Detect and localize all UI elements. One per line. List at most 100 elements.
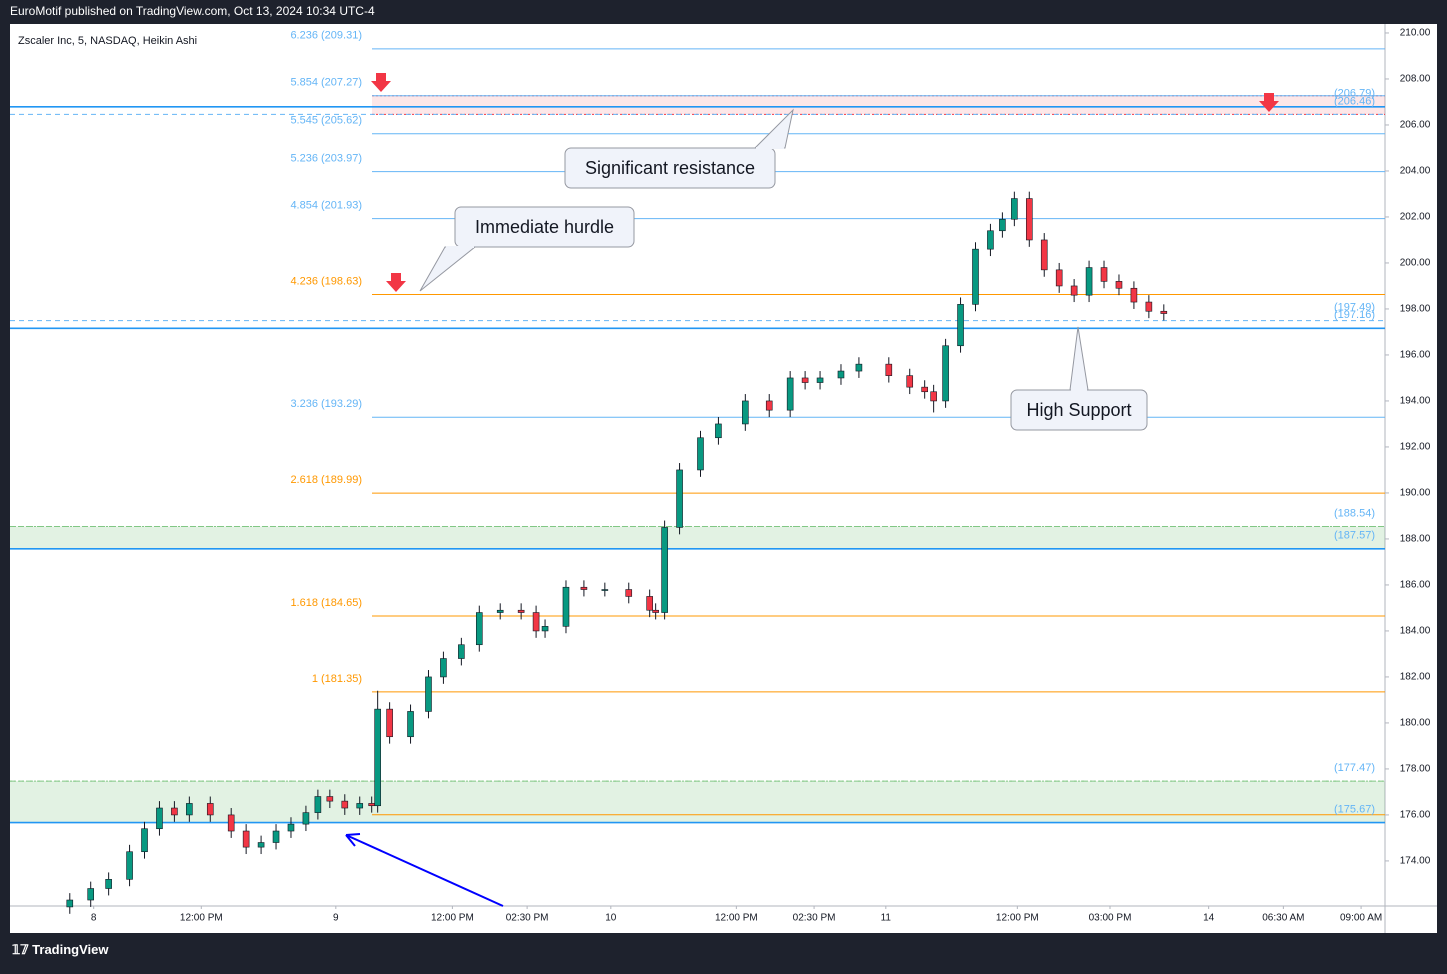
candle-body	[1055, 269, 1063, 287]
ray-label: (206.79)	[1334, 88, 1375, 100]
x-tick-label: 03:00 PM	[1089, 913, 1132, 924]
candle-body	[942, 345, 949, 402]
fib-label: 1.618 (184.65)	[290, 597, 362, 609]
fib-label: 3.236 (193.29)	[290, 398, 362, 410]
x-tick-label: 14	[1203, 913, 1215, 924]
candle-body	[601, 589, 609, 591]
fib-label: 4.236 (198.63)	[290, 275, 362, 287]
y-tick-label: 174.00	[1400, 856, 1431, 867]
candle-body	[66, 899, 74, 908]
y-tick-label: 200.00	[1400, 258, 1431, 269]
x-tick-label: 10	[605, 913, 617, 924]
candle-body	[425, 676, 432, 712]
candle-body	[314, 796, 322, 813]
candle-body	[302, 812, 310, 825]
candle-body	[765, 400, 773, 411]
red-arrow	[371, 73, 391, 92]
candle-body	[475, 612, 483, 646]
callout-text: High Support	[1026, 400, 1131, 420]
candle-body	[1070, 285, 1078, 296]
ray-label: (187.57)	[1334, 530, 1375, 542]
y-tick-label: 182.00	[1400, 672, 1431, 683]
y-tick-label: 208.00	[1400, 74, 1431, 85]
candle-body	[141, 828, 148, 853]
x-tick-label: 12:00 PM	[715, 913, 758, 924]
candle-body	[1025, 198, 1033, 241]
candle-body	[646, 596, 653, 611]
fib-label: 6.236 (209.31)	[290, 30, 362, 42]
candle-body	[171, 807, 178, 816]
candle-body	[801, 377, 809, 383]
y-tick-label: 184.00	[1400, 626, 1431, 637]
candle-body	[885, 363, 893, 376]
candle-body	[227, 814, 235, 832]
zone	[10, 781, 1385, 823]
candle-body	[440, 658, 447, 678]
callout-text: Significant resistance	[585, 158, 755, 178]
y-tick-label: 178.00	[1400, 764, 1431, 775]
callout: Significant resistance	[564, 108, 794, 189]
candle-body	[1145, 301, 1153, 312]
candle-body	[356, 803, 364, 809]
candle-body	[921, 386, 928, 393]
fib-label: 1 (181.35)	[312, 673, 362, 685]
candle-body	[272, 830, 280, 843]
candle-body	[1115, 281, 1123, 289]
candle-body	[1040, 239, 1048, 271]
blue-arrow-head	[345, 833, 361, 847]
candle-body	[837, 370, 845, 379]
candle-body	[126, 851, 133, 880]
candle-body	[957, 304, 964, 347]
candle-body	[816, 377, 824, 383]
candle-body	[105, 879, 112, 889]
candle-body	[742, 400, 749, 425]
candle-body	[326, 796, 334, 802]
ray-label: (197.49)	[1334, 302, 1375, 314]
x-tick-label: 12:00 PM	[180, 913, 223, 924]
zone	[10, 526, 1385, 549]
x-tick-label: 9	[333, 913, 339, 924]
ray-label: (175.67)	[1334, 803, 1375, 815]
candle-body	[541, 626, 549, 632]
candle-body	[1011, 198, 1018, 220]
candle-body	[652, 609, 659, 613]
candle-body	[532, 612, 540, 632]
callout-text: Immediate hurdle	[475, 217, 614, 237]
y-tick-label: 194.00	[1400, 396, 1431, 407]
candle-body	[87, 888, 95, 901]
candle-body	[458, 644, 465, 659]
y-tick-label: 186.00	[1400, 580, 1431, 591]
y-tick-label: 180.00	[1400, 718, 1431, 729]
candle-body	[386, 708, 393, 738]
candle-body	[661, 527, 668, 613]
fib-label: 2.618 (189.99)	[290, 474, 362, 486]
candle-body	[562, 586, 570, 627]
y-tick-label: 176.00	[1400, 810, 1431, 821]
fib-label: 5.236 (203.97)	[290, 153, 362, 165]
y-tick-label: 198.00	[1400, 304, 1431, 315]
plot: 6.236 (209.31) 5.854 (207.27) 5.545 (205.6…	[10, 30, 1385, 914]
callout: Immediate hurdle	[419, 206, 635, 292]
candle-body	[341, 800, 349, 809]
candle-body	[368, 803, 375, 807]
candle-body	[676, 469, 683, 528]
blue-arrow	[345, 834, 504, 907]
candle-body	[625, 589, 633, 597]
x-tick-label: 11	[881, 913, 892, 924]
red-arrow	[1259, 93, 1279, 112]
ray-label: (188.54)	[1334, 507, 1375, 519]
candle-body	[580, 586, 588, 590]
candle-body	[1130, 287, 1138, 303]
y-tick-label: 192.00	[1400, 442, 1431, 453]
candle-body	[374, 708, 381, 807]
candle-body	[186, 803, 193, 816]
candle-body	[407, 711, 414, 738]
brand: 𝟙𝟟 TradingView	[12, 942, 109, 957]
candle-body	[715, 423, 722, 439]
fib-label: 5.545 (205.62)	[290, 115, 362, 127]
callout: High Support	[1010, 326, 1148, 431]
candle-body	[156, 807, 163, 830]
candle-body	[1100, 267, 1108, 282]
byline: EuroMotif published on TradingView.com, …	[10, 4, 375, 18]
